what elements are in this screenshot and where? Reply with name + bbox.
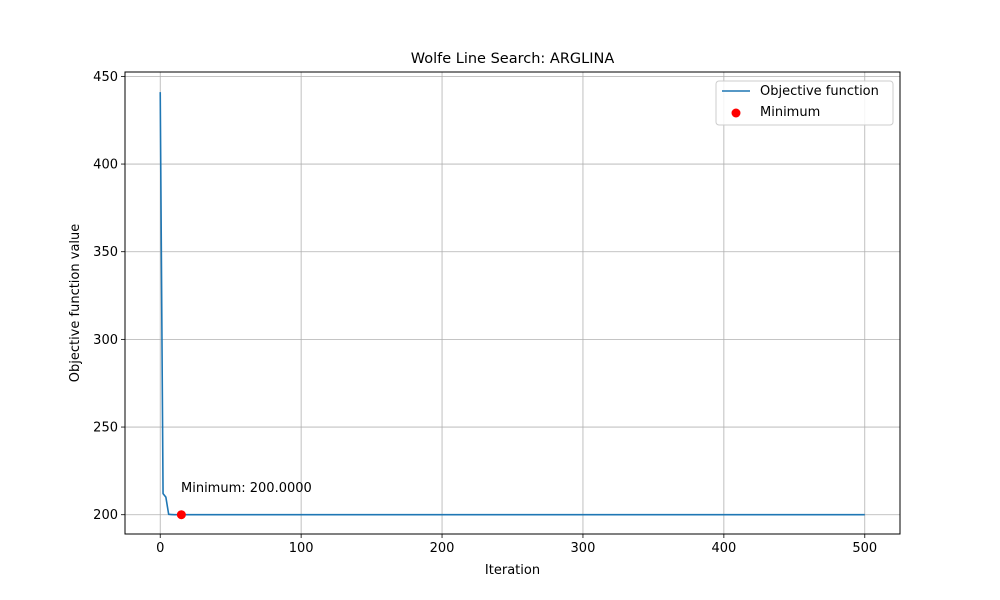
- x-tick-label: 400: [711, 541, 736, 556]
- legend-label-objective: Objective function: [760, 84, 879, 99]
- y-tick-label: 400: [93, 158, 118, 173]
- y-tick-label: 250: [93, 421, 118, 436]
- plot-frame: [124, 71, 901, 535]
- x-tick-label: 200: [430, 541, 455, 556]
- minimum-marker: [176, 510, 186, 520]
- legend: Objective function Minimum: [715, 80, 894, 126]
- chart-title: Wolfe Line Search: ARGLINA: [411, 51, 615, 67]
- legend-marker-swatch: [731, 108, 741, 118]
- y-axis-ticks: 200 250 300 350 400 450: [93, 70, 125, 523]
- legend-label-minimum: Minimum: [760, 105, 820, 120]
- x-axis-ticks: 0 100 200 300 400 500: [156, 534, 877, 556]
- y-tick-label: 200: [93, 508, 118, 523]
- x-tick-label: 0: [156, 541, 164, 556]
- y-axis-label: Objective function value: [68, 224, 83, 383]
- minimum-annotation: Minimum: 200.0000: [181, 481, 312, 496]
- y-tick-label: 350: [93, 245, 118, 260]
- x-axis-label: Iteration: [485, 563, 540, 578]
- x-tick-label: 500: [852, 541, 877, 556]
- legend-box: [715, 80, 894, 126]
- y-tick-label: 300: [93, 333, 118, 348]
- markers: [176, 510, 186, 520]
- y-tick-label: 450: [93, 70, 118, 85]
- x-tick-label: 100: [289, 541, 314, 556]
- x-tick-label: 300: [571, 541, 596, 556]
